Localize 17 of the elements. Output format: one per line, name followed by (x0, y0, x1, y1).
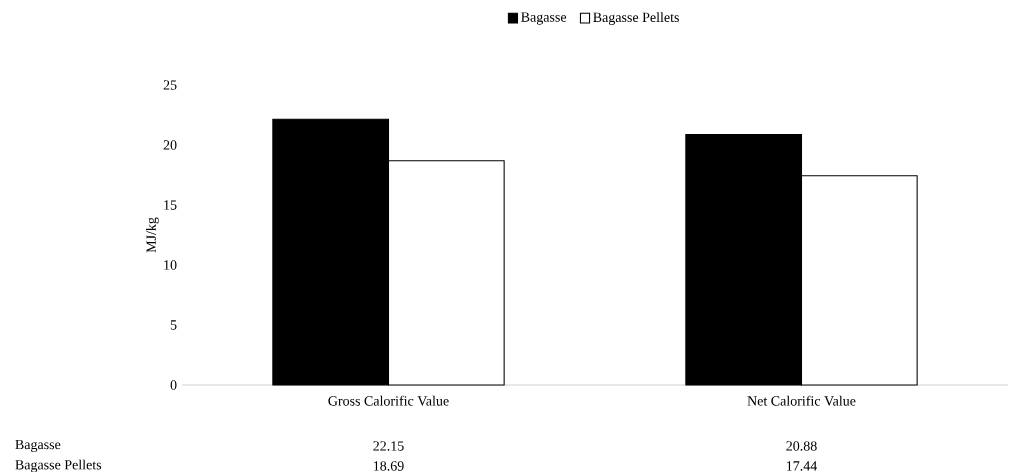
x-tick-label: Net Calorific Value (747, 395, 856, 406)
y-tick-label: 10 (164, 260, 177, 270)
text: Bagasse Pellets (15, 459, 102, 472)
y-axis-title: MJ/kg (146, 217, 159, 253)
data-label: 18.69 (373, 461, 404, 471)
x-tick-label: Gross Calorific Value (328, 395, 449, 406)
legend-label: Bagasse (521, 12, 567, 25)
text: Bagasse (15, 439, 61, 453)
y-tick-label: 20 (163, 140, 177, 150)
y-tick-label: 15 (164, 200, 177, 210)
y-tick-label: 25 (163, 80, 177, 90)
y-tick-label: 0 (170, 380, 177, 390)
data-label: 17.44 (786, 461, 818, 471)
data-label: 22.15 (373, 441, 404, 451)
data-label: 20.88 (786, 441, 817, 451)
y-tick-label: 5 (170, 320, 177, 330)
legend-label: Bagasse Pellets (593, 12, 679, 25)
